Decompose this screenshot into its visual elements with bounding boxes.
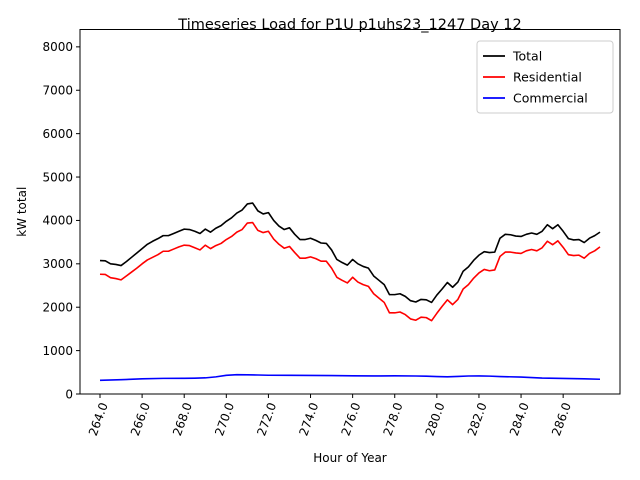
y-tick-label: 3000: [42, 257, 73, 271]
series-line-commercial: [99, 373, 601, 382]
x-tick-label: 272.0: [254, 401, 279, 438]
legend-label-residential: Residential: [513, 70, 582, 85]
x-tick-label: 266.0: [128, 401, 153, 438]
x-tick-label: 278.0: [381, 401, 406, 438]
y-tick-label: 5000: [42, 170, 73, 184]
x-tick-label: 270.0: [212, 401, 237, 438]
legend: Total Residential Commercial: [476, 40, 614, 114]
y-tick-label: 4000: [42, 214, 73, 228]
plot-frame: [79, 29, 621, 395]
legend-label-total: Total: [512, 49, 542, 64]
y-tick-label: 1000: [42, 344, 73, 358]
x-tick-label: 286.0: [549, 401, 574, 438]
chart-title: Timeseries Load for P1U p1uhs23_1247 Day…: [177, 17, 521, 33]
series-layer: [99, 202, 601, 382]
y-tick-label: 2000: [42, 301, 73, 315]
x-tick-label: 284.0: [507, 401, 532, 438]
y-tick-label: 8000: [42, 40, 73, 54]
y-tick-label: 0: [65, 387, 73, 401]
x-tick-label: 264.0: [86, 401, 111, 438]
y-tick-label: 6000: [42, 127, 73, 141]
x-tick-label: 274.0: [296, 401, 321, 438]
x-axis-label: Hour of Year: [313, 451, 387, 465]
y-axis-label: kW total: [15, 187, 29, 237]
x-tick-label: 280.0: [423, 401, 448, 438]
x-tick-label: 268.0: [170, 401, 195, 438]
legend-box: [476, 40, 614, 114]
x-tick-label: 282.0: [465, 401, 490, 438]
legend-label-commercial: Commercial: [513, 91, 588, 106]
x-axis: 264.0 266.0 268.0 270.0 272.0 274.0 276.0 278.0…: [86, 394, 574, 438]
y-axis: 0 1000 2000 3000 4000 5000 6000 7000 8000: [42, 40, 80, 401]
y-tick-label: 7000: [42, 84, 73, 98]
series-line-residential: [99, 221, 601, 322]
x-tick-label: 276.0: [338, 401, 363, 438]
series-line-total: [99, 202, 601, 304]
